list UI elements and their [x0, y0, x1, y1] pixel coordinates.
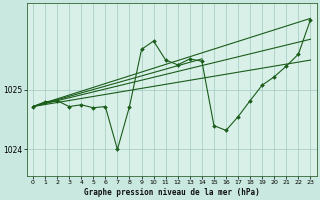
- X-axis label: Graphe pression niveau de la mer (hPa): Graphe pression niveau de la mer (hPa): [84, 188, 260, 197]
